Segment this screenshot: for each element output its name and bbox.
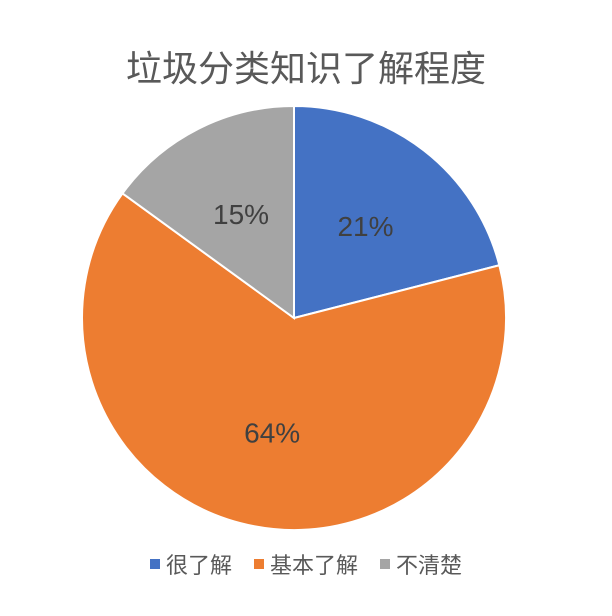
data-label: 21% — [337, 211, 393, 242]
legend-item: 不清楚 — [380, 548, 462, 580]
data-label: 15% — [213, 199, 269, 230]
legend-label: 很了解 — [165, 554, 232, 579]
pie-slice-1 — [81, 191, 507, 531]
legend-item: 基本了解 — [253, 548, 358, 580]
legend-item: 很了解 — [149, 548, 232, 580]
data-label: 64% — [244, 418, 300, 449]
legend-label: 基本了解 — [269, 554, 358, 579]
pie-slice-0 — [293, 104, 501, 320]
legend-swatch — [253, 559, 264, 569]
legend-swatch — [380, 559, 390, 569]
pie-slice-2 — [121, 104, 295, 320]
legend-swatch — [149, 559, 160, 569]
legend-label: 不清楚 — [396, 554, 463, 579]
chart-title: 垃圾分类知识了解程度 — [125, 49, 486, 90]
legend: 很了解 基本了解 不清楚 — [0, 548, 612, 580]
